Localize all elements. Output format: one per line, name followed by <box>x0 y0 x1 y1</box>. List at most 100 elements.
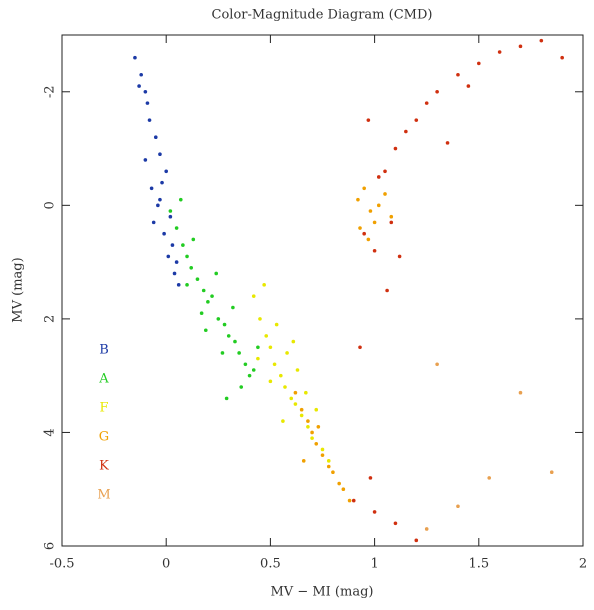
point <box>222 322 227 327</box>
point <box>181 243 185 247</box>
point <box>178 197 183 202</box>
y-axis-label: MV (mag) <box>11 257 26 322</box>
point <box>139 72 143 77</box>
point <box>133 55 137 60</box>
point <box>366 237 371 242</box>
point <box>497 50 502 54</box>
point <box>306 424 310 429</box>
legend-label: M <box>97 488 110 503</box>
point <box>158 197 162 202</box>
point <box>414 118 419 122</box>
point <box>320 453 325 457</box>
point <box>206 300 210 304</box>
point <box>393 521 398 526</box>
x-tick-label: 2 <box>579 557 587 572</box>
point <box>487 476 492 480</box>
point <box>164 169 168 174</box>
point <box>210 294 214 298</box>
point <box>435 89 439 94</box>
point <box>289 396 294 401</box>
point <box>385 288 389 293</box>
chart-title: Color-Magnitude Diagram (CMD) <box>212 8 433 23</box>
y-tick-label: 2 <box>43 315 58 323</box>
point <box>539 38 544 43</box>
plot-frame <box>61 34 584 547</box>
point <box>170 243 175 247</box>
point <box>201 288 206 293</box>
point <box>143 89 148 94</box>
point <box>366 118 371 122</box>
point <box>414 538 419 543</box>
point <box>358 345 362 350</box>
point <box>404 129 408 134</box>
point <box>233 339 237 344</box>
point <box>304 390 308 395</box>
point <box>166 254 171 259</box>
point <box>389 220 394 225</box>
point <box>316 424 321 429</box>
point <box>151 220 156 225</box>
point <box>168 214 173 219</box>
legend-label: B <box>99 343 109 358</box>
point <box>362 186 366 191</box>
legend-label: G <box>99 430 109 445</box>
point <box>372 220 377 225</box>
point <box>176 283 181 287</box>
x-tick-label: 1.5 <box>468 557 489 572</box>
point <box>174 260 179 264</box>
point <box>314 407 319 412</box>
point <box>518 390 523 395</box>
x-tick-label: -0.5 <box>49 557 74 572</box>
point <box>358 226 362 230</box>
point <box>389 214 394 219</box>
point <box>268 379 273 384</box>
x-tick-label: 0.5 <box>260 557 281 572</box>
point <box>326 464 331 469</box>
point <box>145 101 150 105</box>
point <box>393 146 398 151</box>
point <box>341 487 346 492</box>
point <box>295 368 300 372</box>
point <box>351 498 356 503</box>
point <box>237 351 241 355</box>
point <box>310 436 314 440</box>
x-tick-label: 1 <box>370 557 378 572</box>
point <box>158 152 162 157</box>
point <box>347 498 352 503</box>
point <box>368 209 373 213</box>
point <box>337 481 341 486</box>
point <box>372 248 377 253</box>
point <box>424 527 429 531</box>
point <box>560 55 564 60</box>
y-tick-label: 0 <box>43 201 58 209</box>
point <box>268 345 273 350</box>
point <box>285 351 289 355</box>
point <box>149 186 154 191</box>
point <box>397 254 402 259</box>
point <box>326 459 331 463</box>
point <box>368 476 373 480</box>
point <box>424 101 429 105</box>
point <box>549 470 554 474</box>
point <box>291 339 296 344</box>
point <box>376 175 381 179</box>
y-tick-label: -2 <box>43 85 58 98</box>
point <box>243 362 248 367</box>
point <box>356 197 360 202</box>
point <box>162 231 166 236</box>
point <box>262 283 266 287</box>
point <box>372 510 377 514</box>
point <box>293 402 298 406</box>
legend-label: K <box>99 459 109 474</box>
point <box>224 396 229 401</box>
legend-label: F <box>99 401 108 416</box>
point <box>435 362 439 367</box>
y-tick-label: 4 <box>43 428 58 436</box>
point <box>172 271 177 276</box>
point <box>226 334 231 338</box>
point <box>466 84 471 88</box>
point <box>274 322 279 327</box>
point <box>279 373 283 378</box>
point <box>195 277 200 281</box>
